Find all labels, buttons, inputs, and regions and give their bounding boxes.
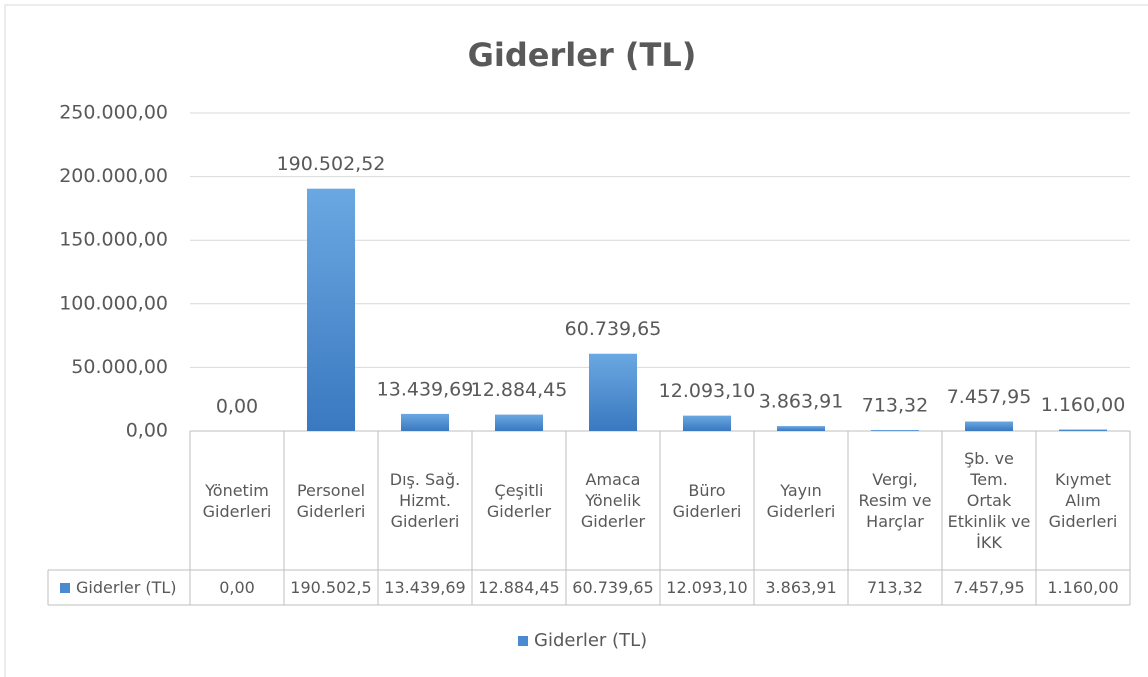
- category-label: Dış. Sağ. Hizmt. Giderleri: [389, 470, 461, 531]
- table-series-name: Giderler (TL): [76, 578, 177, 597]
- category-label: Çeşitli Giderler: [486, 480, 552, 521]
- table-value: 3.863,91: [765, 578, 837, 597]
- table-value: 12.093,10: [666, 578, 748, 597]
- data-label: 60.739,65: [565, 318, 662, 340]
- legend-key: [60, 583, 70, 593]
- bar: [683, 415, 731, 431]
- table-value: 12.884,45: [478, 578, 560, 597]
- bar: [495, 414, 543, 431]
- y-tick-label: 200.000,00: [59, 165, 168, 187]
- bar: [589, 353, 637, 431]
- data-label: 13.439,69: [377, 378, 474, 400]
- bar: [401, 413, 449, 431]
- table-value: 13.439,69: [384, 578, 466, 597]
- bar: [965, 421, 1013, 431]
- table-value: 190.502,5: [290, 578, 372, 597]
- category-label: Vergi, Resim ve Harçlar: [858, 470, 932, 531]
- table-value: 1.160,00: [1047, 578, 1119, 597]
- data-label: 12.093,10: [659, 380, 756, 402]
- data-label: 7.457,95: [947, 386, 1032, 408]
- table-value: 7.457,95: [953, 578, 1025, 597]
- data-label: 3.863,91: [759, 391, 844, 413]
- data-label: 190.502,52: [277, 153, 386, 175]
- bar: [307, 188, 355, 431]
- data-label: 12.884,45: [471, 379, 568, 401]
- y-tick-label: 250.000,00: [59, 102, 168, 124]
- y-tick-label: 150.000,00: [59, 229, 168, 251]
- category-label: Amaca Yönelik Giderler: [580, 470, 646, 531]
- category-label: Büro Giderleri: [672, 480, 742, 521]
- category-label: Yayın Giderleri: [766, 480, 836, 521]
- data-label: 713,32: [862, 395, 928, 417]
- category-label: Şb. ve Tem. Ortak Etkinlik ve İKK: [947, 449, 1031, 552]
- legend-label: Giderler (TL): [534, 630, 647, 651]
- y-tick-label: 0,00: [126, 420, 168, 442]
- table-value: 713,32: [867, 578, 923, 597]
- data-label: 1.160,00: [1041, 394, 1126, 416]
- bar: [871, 430, 919, 431]
- category-label: Yönetim Giderleri: [202, 480, 272, 521]
- table-value: 60.739,65: [572, 578, 654, 597]
- bar: [777, 426, 825, 431]
- category-label: Personel Giderleri: [296, 480, 366, 521]
- chart-border: [4, 4, 1148, 677]
- y-tick-label: 100.000,00: [59, 292, 168, 314]
- chart-title: Giderler (TL): [468, 36, 697, 74]
- legend-key: [518, 636, 528, 646]
- bar: [1059, 429, 1107, 431]
- category-label: Kıymet Alım Giderleri: [1048, 470, 1118, 531]
- table-value: 0,00: [219, 578, 255, 597]
- data-label: 0,00: [216, 396, 258, 418]
- y-tick-label: 50.000,00: [71, 356, 168, 378]
